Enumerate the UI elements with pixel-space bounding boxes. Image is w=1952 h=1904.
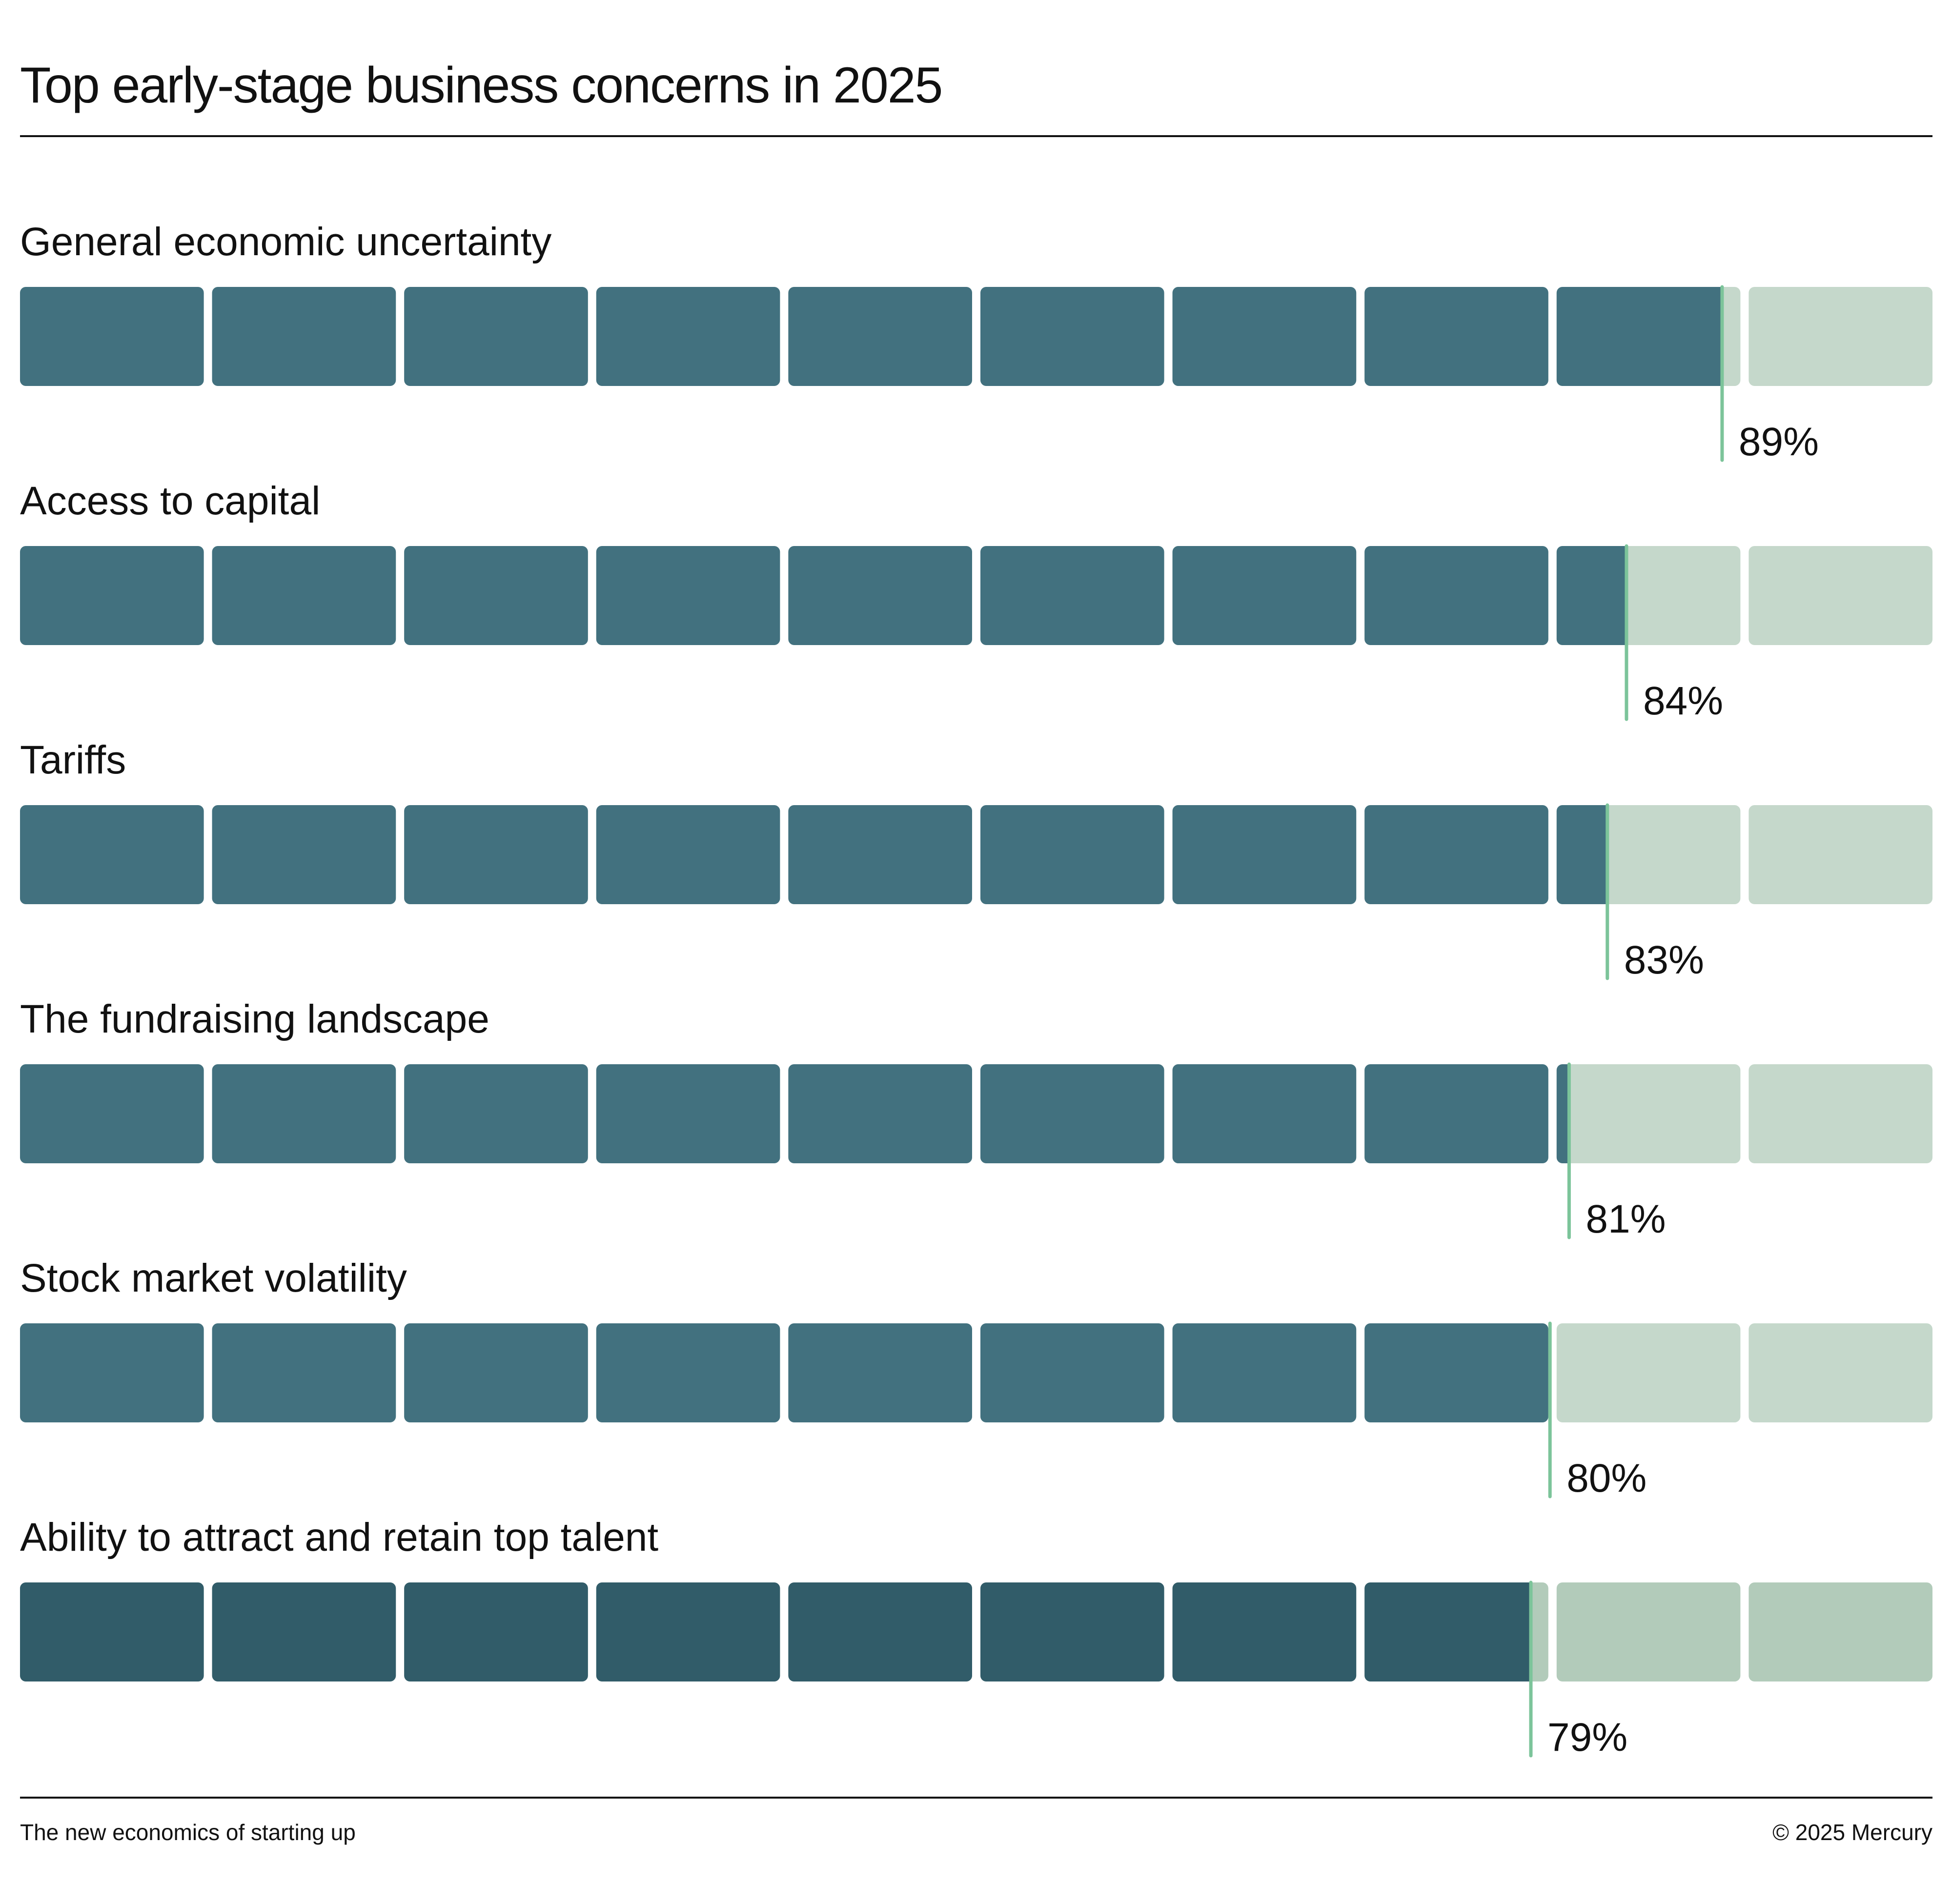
bar-segment-filled — [980, 1582, 1164, 1681]
bar-segment-filled — [404, 546, 588, 645]
bar-segment-filled — [1172, 1582, 1357, 1681]
bar-segment-filled — [212, 805, 396, 904]
footer-publication: The new economics of starting up — [20, 1820, 356, 1845]
bar-segment-filled — [596, 287, 780, 386]
bar-fill — [20, 805, 1607, 904]
bar-segment-filled — [1364, 805, 1548, 904]
bar-segment-filled — [788, 1582, 972, 1681]
category-label: The fundraising landscape — [20, 997, 489, 1041]
bar-row: Access to capital 84% — [20, 479, 1932, 723]
bar-segment-filled — [404, 1582, 588, 1681]
title-divider — [20, 135, 1932, 137]
bar-fill — [20, 1064, 1569, 1163]
bar-segment-empty — [1749, 1582, 1932, 1681]
bar-segment-filled — [20, 546, 204, 645]
value-label: 84% — [1643, 679, 1723, 723]
bar-segment-filled — [212, 1064, 396, 1163]
category-label: Stock market volatility — [20, 1256, 407, 1300]
bar-segment-filled — [212, 1323, 396, 1422]
bar-row: Stock market volatility 80% — [20, 1256, 1932, 1500]
bar-segment-filled — [20, 1064, 204, 1163]
bar-segment-filled — [1172, 546, 1357, 645]
bar-segment-empty — [1749, 546, 1932, 645]
bar-segment-filled — [788, 1064, 972, 1163]
bar-segment-filled — [1172, 1064, 1357, 1163]
category-label: Ability to attract and retain top talent — [20, 1515, 658, 1560]
bar-segment-filled — [596, 805, 780, 904]
bar-segment-filled — [1364, 287, 1548, 386]
bar-segment-filled — [980, 1323, 1164, 1422]
bar-segment-filled — [1364, 546, 1548, 645]
bar-segment-empty — [1749, 805, 1932, 904]
value-label: 83% — [1624, 938, 1704, 982]
bar-segment-filled — [1172, 287, 1357, 386]
bar-segment-filled — [20, 1582, 204, 1681]
bar-segment-empty — [1556, 1582, 1741, 1681]
bar-segment-filled — [1172, 805, 1357, 904]
bar-segment-filled — [596, 1582, 780, 1681]
bar-row: Tariffs 83% — [20, 738, 1932, 982]
value-label: 81% — [1586, 1197, 1666, 1241]
bar-segment-filled — [212, 287, 396, 386]
footer-divider — [20, 1797, 1932, 1799]
bar-segment-empty — [1749, 287, 1932, 386]
bar-fill — [20, 1323, 1548, 1422]
bar-segment-filled — [980, 805, 1164, 904]
bar-segment-filled — [1556, 805, 1607, 904]
bar-fill — [20, 546, 1627, 645]
footer-copyright: © 2025 Mercury — [1772, 1820, 1932, 1845]
bar-segment-filled — [1364, 1064, 1548, 1163]
chart-title: Top early-stage business concerns in 202… — [20, 57, 943, 114]
bar-segment-filled — [20, 287, 204, 386]
bar-segment-filled — [1556, 546, 1627, 645]
bar-segment-filled — [596, 1323, 780, 1422]
bar-segment-filled — [788, 546, 972, 645]
bar-segment-filled — [404, 1323, 588, 1422]
bar-segment-filled — [1172, 1323, 1357, 1422]
bar-fill — [20, 1582, 1531, 1681]
bar-segment-filled — [596, 546, 780, 645]
bar-segment-filled — [1556, 287, 1722, 386]
category-label: Access to capital — [20, 479, 320, 523]
category-label: General economic uncertainty — [20, 220, 551, 264]
bar-fill — [20, 287, 1722, 386]
bar-segment-filled — [404, 287, 588, 386]
value-label: 79% — [1547, 1715, 1627, 1760]
bar-segment-empty — [1749, 1323, 1932, 1422]
bar-segment-filled — [1556, 1064, 1569, 1163]
bar-segment-filled — [596, 1064, 780, 1163]
bar-segment-filled — [404, 805, 588, 904]
bar-segment-filled — [212, 546, 396, 645]
bar-segment-filled — [788, 805, 972, 904]
bar-segment-filled — [980, 546, 1164, 645]
bar-row: Ability to attract and retain top talent… — [20, 1515, 1932, 1760]
value-label: 89% — [1739, 420, 1819, 464]
bar-row: The fundraising landscape 81% — [20, 997, 1932, 1241]
bar-segment-empty — [1749, 1064, 1932, 1163]
category-label: Tariffs — [20, 738, 126, 782]
bar-segment-filled — [788, 287, 972, 386]
bar-segment-filled — [20, 805, 204, 904]
bar-segment-empty — [1556, 1323, 1741, 1422]
bar-segment-filled — [404, 1064, 588, 1163]
bar-segment-filled — [980, 1064, 1164, 1163]
bar-segment-filled — [980, 287, 1164, 386]
bar-segment-filled — [788, 1323, 972, 1422]
bar-row: General economic uncertainty 89% — [20, 220, 1932, 464]
bar-segment-filled — [20, 1323, 204, 1422]
bar-segment-filled — [1364, 1582, 1531, 1681]
value-label: 80% — [1566, 1456, 1647, 1500]
bar-segment-filled — [212, 1582, 396, 1681]
bar-segment-empty — [1556, 1064, 1741, 1163]
bar-segment-filled — [1364, 1323, 1548, 1422]
